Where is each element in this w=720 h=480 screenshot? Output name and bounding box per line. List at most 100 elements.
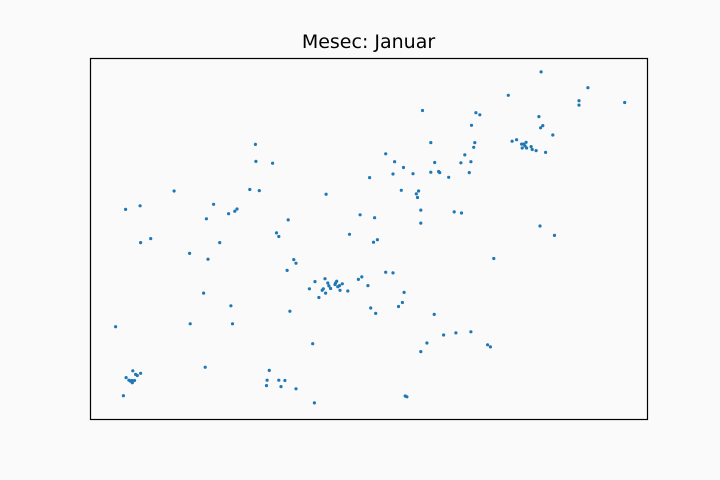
scatter-point [469, 330, 473, 334]
scatter-point [324, 291, 328, 295]
scatter-point [520, 142, 524, 146]
scatter-point [506, 93, 510, 97]
scatter-point [132, 378, 137, 383]
scatter-point [307, 287, 311, 291]
scatter-point [135, 373, 139, 378]
plot-area [89, 57, 649, 421]
scatter-point [374, 311, 378, 315]
scatter-point [329, 286, 333, 291]
scatter-point [391, 172, 395, 176]
scatter-point [265, 378, 269, 382]
scatter-point [459, 161, 463, 165]
scatter-point [452, 210, 456, 214]
scatter-point [368, 176, 372, 180]
scatter-point [586, 86, 590, 90]
scatter-point [172, 189, 176, 193]
scatter-point [463, 153, 467, 157]
scatter-point [552, 233, 557, 237]
scatter-point [356, 277, 360, 281]
scatter-point [469, 123, 474, 127]
scatter-point [433, 160, 437, 165]
scatter-point [271, 161, 275, 165]
scatter-point [346, 289, 350, 293]
scatter-point [229, 304, 233, 308]
scatter-point [212, 202, 216, 206]
scatter-point [414, 192, 418, 196]
scatter-point [393, 160, 397, 164]
scatter-point [420, 108, 425, 113]
scatter-point [294, 387, 298, 391]
scatter-point [530, 147, 534, 152]
scatter-point [492, 256, 496, 261]
scatter-point [326, 281, 330, 285]
scatter-point [523, 144, 527, 148]
scatter-point [369, 306, 373, 310]
scatter-point [447, 175, 451, 179]
scatter-point [204, 217, 208, 221]
scatter-point [467, 171, 471, 175]
scatter-point [218, 241, 222, 245]
scatter-point [149, 237, 153, 241]
scatter-point [541, 124, 545, 128]
scatter-point [277, 234, 281, 239]
scatter-point [131, 369, 135, 373]
scatter-point [366, 284, 370, 288]
scatter-point [371, 240, 376, 244]
scatter-point [139, 241, 143, 245]
scatter-point [121, 394, 125, 398]
scatter-point [402, 290, 406, 294]
scatter-point [124, 207, 128, 211]
scatter-point [400, 300, 404, 305]
scatter-point [317, 295, 321, 300]
scatter-point [248, 187, 252, 192]
scatter-point [327, 284, 331, 288]
scatter-point [429, 141, 433, 145]
scatter-point [288, 309, 292, 313]
scatter-point [510, 139, 514, 143]
scatter-point [286, 218, 290, 222]
scatter-point [230, 322, 235, 326]
scatter-point [227, 212, 231, 216]
scatter-point [474, 111, 478, 115]
scatter-point [375, 238, 379, 242]
scatter-point [384, 152, 388, 156]
scatter-point [524, 140, 528, 144]
scatter-point [399, 188, 403, 192]
scatter-point [488, 345, 492, 349]
scatter-point [292, 258, 296, 262]
data-points [114, 70, 627, 405]
scatter-point [311, 342, 315, 346]
scatter-point [347, 232, 352, 236]
scatter-point [529, 145, 533, 149]
scatter-point [417, 189, 421, 193]
scatter-point [294, 261, 298, 265]
scatter-point [472, 145, 476, 149]
scatter-point [515, 138, 519, 142]
scatter-point [538, 224, 542, 228]
scatter-point [454, 331, 458, 335]
scatter-point [267, 368, 271, 372]
scatter-point [253, 142, 257, 146]
scatter-point [486, 343, 490, 347]
scatter-point [551, 133, 555, 137]
scatter-point [188, 322, 192, 326]
scatter-point [396, 304, 401, 309]
scatter-point [373, 216, 377, 220]
scatter-point [335, 279, 339, 283]
scatter-point [124, 376, 128, 380]
scatter-point [202, 291, 206, 295]
scatter-point [139, 371, 143, 375]
scatter-point [623, 100, 627, 105]
scatter-point [478, 113, 482, 117]
scatter-point [321, 287, 325, 291]
scatter-point [391, 271, 395, 275]
scatter-point [539, 126, 543, 130]
scatter-point [459, 211, 464, 215]
scatter-point [577, 103, 581, 107]
scatter-point [279, 385, 283, 389]
scatter-point [442, 333, 446, 337]
scatter-point [277, 378, 281, 382]
scatter-point [257, 189, 261, 193]
scatter-point [415, 195, 420, 200]
